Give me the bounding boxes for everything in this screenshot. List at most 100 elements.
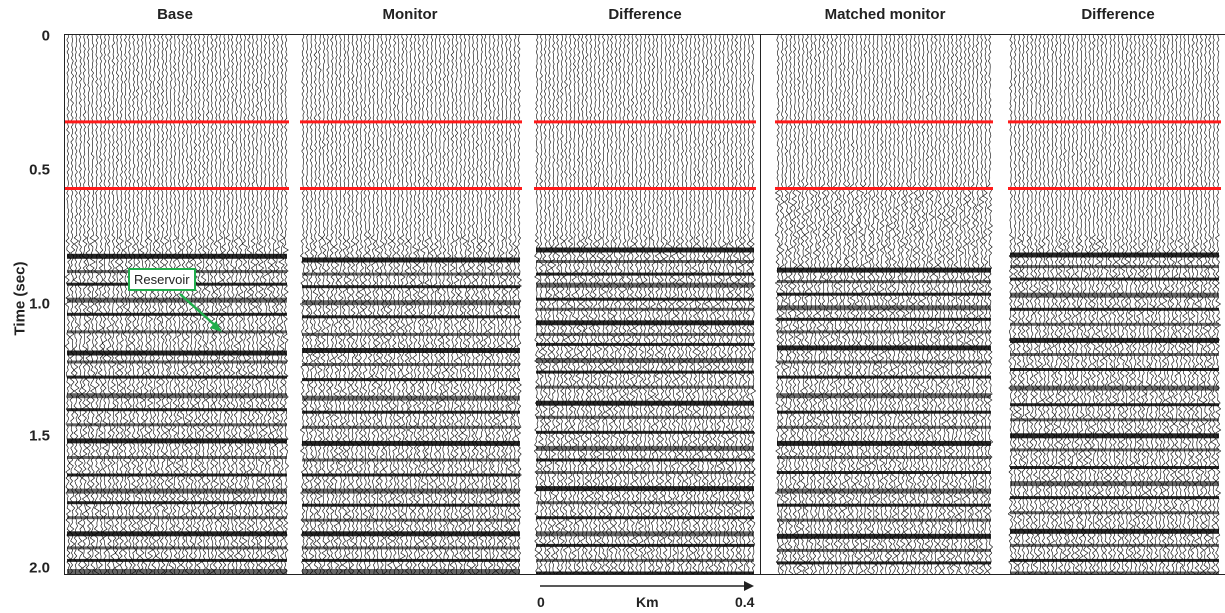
reflector-band [1010, 252, 1219, 258]
reflector-band [302, 425, 520, 429]
reflector-band [777, 425, 991, 429]
reflector-band [536, 445, 754, 451]
reflector-band [777, 345, 991, 351]
panel-title-matched-monitor: Matched monitor [824, 6, 946, 23]
reflector-band [536, 558, 754, 562]
seismic-trace [703, 34, 711, 574]
reflector-band [1010, 265, 1219, 269]
seismic-trace [538, 34, 545, 574]
seismic-trace [1069, 34, 1077, 574]
reflector-band [1010, 353, 1219, 356]
seismic-trace [254, 34, 261, 574]
seismic-trace [828, 34, 836, 574]
reflector-band [777, 456, 991, 459]
reflector-band [536, 247, 754, 253]
reflector-band [777, 488, 991, 494]
seismic-trace [1123, 34, 1131, 574]
reflector-band [67, 488, 287, 494]
seismic-trace [65, 34, 72, 574]
reflector-band [1010, 543, 1219, 547]
seismic-trace [1164, 34, 1172, 574]
reflector-band [302, 458, 520, 462]
seismic-trace [708, 34, 715, 574]
reflector-band [67, 438, 287, 444]
reflector-band [536, 430, 754, 434]
seismic-trace [1024, 34, 1031, 574]
reflector-band [536, 415, 754, 419]
seismic-panel-monitor [300, 34, 526, 574]
reflector-band [1010, 385, 1219, 391]
y-tick-1.5: 1.5 [29, 427, 50, 445]
seismic-trace [534, 34, 541, 574]
seismic-trace [1016, 34, 1023, 574]
reflector-band [302, 315, 520, 319]
seismic-trace [733, 34, 740, 574]
seismic-trace [678, 34, 686, 574]
reflector-band [777, 561, 991, 565]
seismic-trace [1135, 34, 1143, 574]
reflector-band [67, 569, 287, 574]
seismic-trace [749, 34, 757, 574]
seismic-trace [1073, 34, 1081, 574]
seismic-trace [691, 34, 698, 574]
seismic-trace [583, 34, 590, 574]
reflector-band [1010, 292, 1219, 298]
reflector-band [302, 440, 520, 446]
reflector-band [777, 518, 991, 522]
reflector-band [67, 456, 287, 459]
reflector-band [536, 471, 754, 474]
seismic-trace [1115, 34, 1122, 574]
reflector-band [67, 423, 287, 427]
reflector-band [1010, 496, 1219, 500]
seismic-trace [1193, 34, 1201, 574]
reflector-band [777, 503, 991, 507]
seismic-trace [629, 34, 636, 574]
scale-start: 0 [537, 594, 545, 610]
seismic-trace [1214, 34, 1222, 574]
reflector-band [1010, 433, 1219, 439]
reflector-band [777, 267, 991, 273]
seismic-trace [645, 34, 653, 574]
reflector-band [1010, 466, 1219, 469]
reflector-band [536, 320, 754, 326]
reflector-band [67, 360, 287, 364]
seismic-trace [1148, 34, 1155, 574]
reflector-band [536, 486, 754, 492]
seismic-trace [1181, 34, 1188, 574]
reflector-band [67, 253, 287, 259]
reflector-band [302, 531, 520, 537]
seismic-trace [641, 34, 649, 574]
reflector-band [67, 516, 287, 520]
reflector-band [536, 571, 754, 574]
reflector-band [302, 257, 520, 263]
reflector-band [536, 385, 754, 389]
reflector-band [67, 393, 287, 399]
seismic-trace [1185, 34, 1193, 574]
seismic-trace [658, 34, 665, 574]
seismic-trace [1102, 34, 1110, 574]
reservoir-callout: Reservoir [128, 268, 196, 291]
reflector-band [1010, 322, 1219, 326]
seismic-trace [683, 34, 690, 574]
seismic-trace [712, 34, 719, 574]
reflector-band [1010, 418, 1219, 422]
reflector-band [1010, 448, 1219, 452]
reflector-band [67, 408, 287, 412]
reflector-band [1010, 403, 1219, 407]
seismic-trace [262, 34, 269, 574]
seismic-trace [550, 34, 557, 574]
scale-unit: Km [636, 594, 659, 610]
seismic-trace [616, 34, 624, 574]
seismic-trace [737, 34, 744, 574]
reflector-band [536, 307, 754, 311]
scale-bar-arrow [540, 581, 754, 591]
reflector-band [302, 473, 520, 477]
reflector-band [302, 348, 520, 353]
reflector-band [536, 332, 754, 336]
scale-end: 0.4 [735, 594, 755, 610]
reflector-band [302, 395, 520, 401]
seismic-trace [1057, 34, 1064, 574]
reflector-band [1010, 481, 1219, 487]
seismic-trace [1210, 34, 1217, 574]
reflector-band [67, 531, 287, 537]
